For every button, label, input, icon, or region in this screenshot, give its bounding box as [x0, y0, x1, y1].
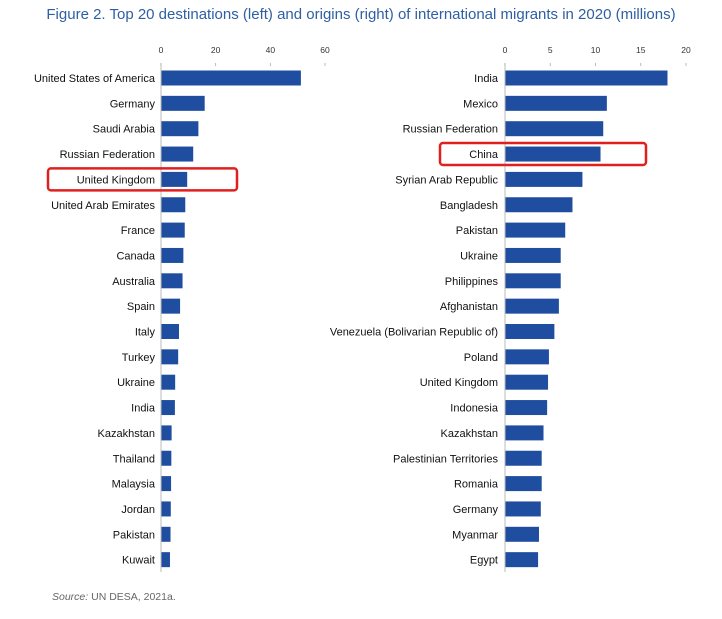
source-note: Source: UN DESA, 2021a. [52, 591, 176, 603]
left-category-label: Ukraine [117, 377, 155, 389]
left-category-label: Thailand [113, 453, 155, 465]
right-category-label: Kazakhstan [441, 428, 498, 440]
right-bar [505, 95, 607, 111]
right-category-label: Afghanistan [440, 301, 498, 313]
left-bar [161, 552, 170, 568]
left-bar [161, 222, 185, 238]
left-bar [161, 298, 181, 314]
source-prefix: Source: [52, 591, 89, 603]
right-category-label: Syrian Arab Republic [395, 174, 498, 186]
left-tick-label: 60 [320, 45, 330, 55]
left-bar [161, 146, 194, 162]
left-bar [161, 425, 172, 441]
left-category-label: France [121, 225, 155, 237]
left-category-label: India [131, 403, 156, 415]
right-category-label: Russian Federation [403, 124, 498, 136]
right-category-label: China [469, 149, 499, 161]
left-category-label: Malaysia [112, 479, 156, 491]
left-category-label: Australia [112, 276, 156, 288]
left-category-label: Italy [135, 327, 156, 339]
right-category-label: Romania [454, 479, 499, 491]
left-highlight-box [46, 167, 239, 192]
right-tick-label: 20 [681, 45, 691, 55]
right-category-label: Pakistan [456, 225, 498, 237]
right-bar [505, 476, 542, 492]
right-category-label: Germany [453, 504, 499, 516]
left-category-label: United Kingdom [77, 174, 155, 186]
right-tick-label: 5 [548, 45, 553, 55]
right-category-label: Ukraine [460, 250, 498, 262]
right-bar [505, 146, 601, 162]
left-category-label: Kuwait [122, 555, 155, 567]
right-bar [505, 450, 542, 466]
left-bar [161, 121, 199, 137]
right-bar [505, 273, 561, 289]
left-category-label: United States of America [34, 73, 156, 85]
left-bar [161, 247, 184, 263]
right-panel-origins: 0 5 10 15 20 India Mexico Russian Federation Chi… [330, 45, 691, 572]
right-category-label: Philippines [445, 276, 499, 288]
right-category-label: India [474, 73, 499, 85]
left-tick-label: 40 [266, 45, 276, 55]
right-bar [505, 425, 544, 441]
left-category-label: Saudi Arabia [93, 124, 156, 136]
chart-title: Figure 2. Top 20 destinations (left) and… [46, 6, 676, 23]
right-tick-label: 0 [503, 45, 508, 55]
right-bar [505, 247, 561, 263]
left-category-label: Pakistan [113, 529, 155, 541]
left-bar [161, 374, 176, 390]
left-bar [161, 70, 301, 86]
right-bar [505, 552, 539, 568]
left-panel-destinations: 0 20 40 60 United States of America Germany Sa… [34, 45, 330, 572]
right-category-label: Egypt [470, 555, 498, 567]
left-bar [161, 349, 179, 365]
right-bar [505, 121, 604, 137]
left-bar [161, 450, 172, 466]
left-bar [161, 197, 186, 213]
right-bar [505, 222, 566, 238]
source-text: UN DESA, 2021a. [88, 591, 176, 603]
left-category-label: Jordan [121, 504, 155, 516]
right-bar [505, 400, 548, 416]
right-category-label: Venezuela (Bolivarian Republic of) [330, 327, 498, 339]
right-bar [505, 324, 555, 339]
right-category-label: Bangladesh [440, 200, 498, 212]
right-category-label: Poland [464, 352, 498, 364]
left-bar [161, 400, 175, 416]
right-bar [505, 298, 559, 314]
left-bar [161, 324, 179, 339]
left-category-label: United Arab Emirates [51, 200, 155, 212]
left-bar [161, 526, 171, 542]
left-tick-label: 0 [159, 45, 164, 55]
right-category-label: Indonesia [450, 403, 499, 415]
left-bar [161, 95, 205, 111]
right-category-label: Palestinian Territories [393, 453, 498, 465]
right-bar [505, 374, 549, 390]
left-bar [161, 501, 171, 517]
left-category-label: Canada [116, 250, 155, 262]
right-bar [505, 501, 541, 517]
left-category-label: Germany [110, 98, 156, 110]
left-category-label: Kazakhstan [98, 428, 155, 440]
right-bar [505, 526, 539, 542]
right-bar [505, 197, 573, 213]
left-bar [161, 171, 188, 187]
right-category-label: Mexico [463, 98, 498, 110]
right-bar [505, 70, 668, 86]
right-category-label: United Kingdom [420, 377, 498, 389]
right-tick-label: 15 [636, 45, 646, 55]
left-tick-label: 20 [211, 45, 221, 55]
right-bar [505, 349, 549, 365]
left-bar [161, 273, 183, 289]
right-tick-label: 10 [591, 45, 601, 55]
left-category-label: Russian Federation [60, 149, 155, 161]
left-category-label: Spain [127, 301, 155, 313]
right-bar [505, 171, 583, 187]
left-category-label: Turkey [122, 352, 156, 364]
right-category-label: Myanmar [452, 529, 498, 541]
right-highlight-box [438, 141, 648, 167]
left-bar [161, 476, 172, 492]
